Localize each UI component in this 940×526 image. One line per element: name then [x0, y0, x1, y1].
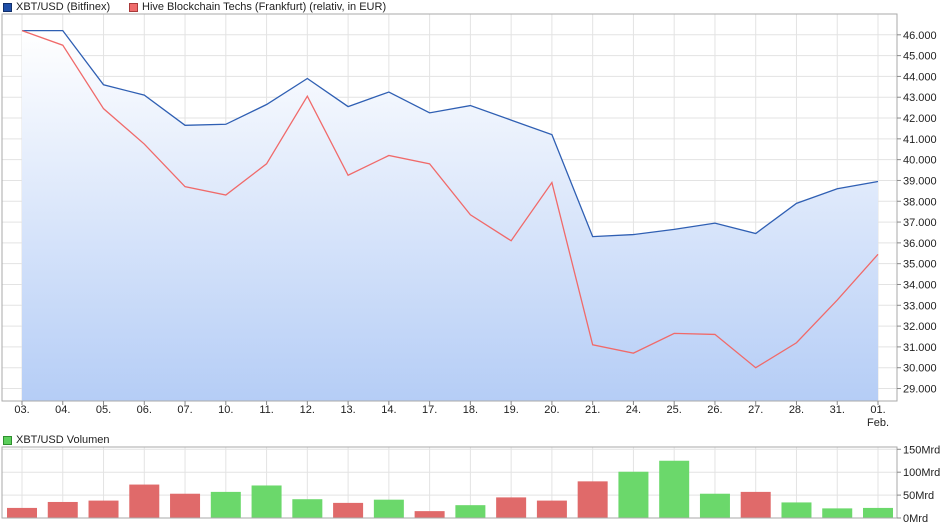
price-ytick-label: 34.000	[903, 279, 937, 291]
volume-plot-frame	[1, 446, 898, 519]
price-ytick-label: 35.000	[903, 259, 937, 271]
volume-bar	[822, 508, 853, 518]
xbt-usd-line	[22, 29, 879, 238]
legend-label-volume: XBT/USD Volumen	[16, 434, 110, 446]
x-tick-label: 26.	[707, 404, 722, 416]
price-y-axis: 29.000 30.000 31.000 32.000 33.000 34.000 35.0…	[897, 30, 937, 396]
x-tick-label: 31.	[830, 404, 845, 416]
volume-frame	[1, 446, 898, 519]
x-tick-label: 27.	[748, 404, 763, 416]
volume-bar	[210, 491, 241, 518]
volume-bar	[7, 507, 37, 518]
x-tick-label: 12.	[300, 404, 315, 416]
x-tick-label: 04.	[55, 404, 70, 416]
volume-bar	[699, 493, 730, 518]
volume-bar	[781, 502, 812, 518]
volume-bar	[88, 500, 119, 518]
volume-bar	[618, 471, 649, 518]
price-ytick-label: 30.000	[903, 363, 937, 375]
x-tick-label: 28.	[789, 404, 804, 416]
price-ytick-label: 39.000	[903, 175, 937, 187]
price-ytick-label: 37.000	[903, 217, 937, 229]
volume-bar	[333, 502, 364, 518]
price-ytick-label: 36.000	[903, 238, 937, 250]
volume-bar	[373, 499, 404, 518]
xbt-area	[22, 30, 878, 401]
x-tick-label: 25.	[667, 404, 682, 416]
x-tick-label: 18.	[463, 404, 478, 416]
volume-bar	[170, 493, 201, 518]
price-ytick-label: 38.000	[903, 196, 937, 208]
x-tick-label: 19.	[503, 404, 518, 416]
x-tick-label: 06.	[137, 404, 152, 416]
x-tick-label: 24.	[626, 404, 641, 416]
x-tick-label: 14.	[381, 404, 396, 416]
x-tick-label: 20.	[544, 404, 559, 416]
price-ytick-label: 29.000	[903, 384, 937, 396]
legend-swatch-volume	[3, 435, 12, 445]
volume-bar	[292, 499, 323, 518]
x-month-label: Feb.	[867, 417, 889, 429]
legend-swatch-xbt	[3, 2, 12, 12]
price-ytick-label: 46.000	[903, 30, 937, 42]
volume-bar	[251, 485, 282, 518]
legend-item-xbt: XBT/USD (Bitfinex)	[3, 1, 110, 13]
volume-bars	[7, 460, 893, 518]
legend-item-hive: Hive Blockchain Techs (Frankfurt) (relat…	[129, 1, 386, 13]
price-ytick-label: 31.000	[903, 342, 937, 354]
hive-line	[21, 30, 879, 369]
price-ytick-label: 40.000	[903, 155, 937, 167]
volume-bar	[455, 505, 486, 518]
legend-item-volume: XBT/USD Volumen	[3, 434, 110, 446]
x-tick-label: 07.	[177, 404, 192, 416]
price-lines	[21, 29, 879, 369]
x-tick-label: 11.	[259, 404, 273, 416]
price-ytick-label: 32.000	[903, 321, 937, 333]
price-frame	[1, 13, 898, 402]
legend-label-xbt: XBT/USD (Bitfinex)	[16, 1, 111, 13]
x-tick-label: 21.	[585, 404, 600, 416]
price-ytick-label: 41.000	[903, 134, 937, 146]
price-ytick-label: 45.000	[903, 51, 937, 63]
volume-bar	[414, 511, 445, 518]
price-area-fill	[22, 30, 878, 401]
volume-ytick-label: 0Mrd	[903, 513, 928, 525]
price-ytick-label: 43.000	[903, 92, 937, 104]
volume-bar	[129, 484, 160, 518]
price-ytick-label: 44.000	[903, 71, 937, 83]
volume-bar	[577, 481, 608, 518]
volume-ytick-label: 150Mrd	[903, 444, 940, 456]
volume-ytick-label: 100Mrd	[903, 467, 940, 479]
volume-y-axis: 0Mrd 50Mrd 100Mrd 150Mrd	[897, 444, 940, 525]
price-ytick-label: 42.000	[903, 113, 937, 125]
volume-bar	[740, 491, 771, 518]
volume-bar	[659, 460, 690, 518]
price-ytick-label: 33.000	[903, 300, 937, 312]
x-tick-label: 03.	[14, 404, 29, 416]
volume-bar	[536, 500, 567, 518]
x-tick-label: 10.	[218, 404, 233, 416]
volume-bar	[47, 501, 78, 518]
legend-swatch-hive	[129, 2, 138, 12]
volume-bar	[863, 507, 893, 518]
volume-ytick-label: 50Mrd	[903, 490, 934, 502]
x-tick-label: 05.	[96, 404, 111, 416]
date-x-axis: 03. 04. 05. 06. 07. 10. 11. 12. 13. 14. 17. 18. 19. 2…	[14, 401, 889, 429]
x-tick-label: 01.	[870, 404, 885, 416]
x-tick-label: 17.	[422, 404, 437, 416]
x-tick-label: 13.	[340, 404, 355, 416]
price-plot-frame	[1, 13, 898, 402]
volume-bar	[496, 497, 527, 518]
legend-label-hive: Hive Blockchain Techs (Frankfurt) (relat…	[142, 1, 387, 13]
